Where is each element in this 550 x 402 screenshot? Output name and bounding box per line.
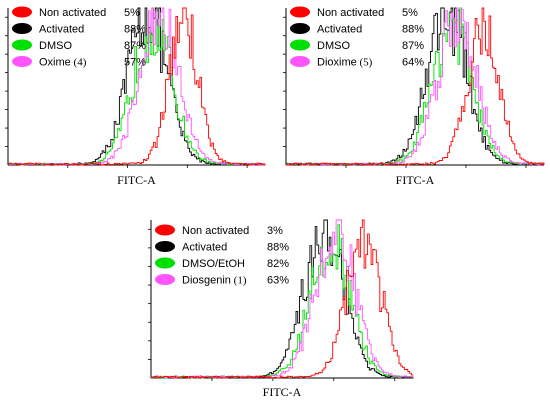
x-axis-label: FITC-A <box>396 173 435 187</box>
legend-label: DMSO <box>317 40 350 52</box>
legend-compound-number: (5) <box>357 57 373 69</box>
legend-percent: 88% <box>267 242 289 254</box>
legend-percent: 82% <box>267 258 289 270</box>
legend-label: DMSO <box>39 40 72 52</box>
legend-label: Diosgenin (1) <box>182 275 247 287</box>
legend-percent: 63% <box>267 275 289 287</box>
legend-percent: 3% <box>267 225 283 237</box>
legend-label: DMSO/EtOH <box>182 258 245 270</box>
legend-percent: 5% <box>402 7 418 19</box>
histogram-trace-dioxime <box>286 7 545 166</box>
legend-label: Activated <box>317 24 362 36</box>
legend-percent: 88% <box>402 24 424 36</box>
legend-percent: 5% <box>124 7 140 19</box>
legend-compound-number: (4) <box>71 57 87 69</box>
legend-percent: 57% <box>124 57 146 69</box>
histogram-panel-3: Non activated 3% Activated 88% DMSO/EtOH 82% D… <box>148 219 414 399</box>
legend-percent: 87% <box>402 40 424 52</box>
legend-label: Oxime (4) <box>39 57 87 69</box>
legend-label: Non activated <box>39 7 106 19</box>
legend-swatch-activated <box>12 23 32 34</box>
x-axis-label: FITC-A <box>117 173 156 187</box>
legend-percent: 64% <box>402 57 424 69</box>
histogram-panel-1: Non activated 5% Activated 88% DMSO 87% Oxime … <box>5 6 266 187</box>
legend-swatch-dioxime <box>290 56 310 67</box>
histogram-trace-non-activated <box>286 7 545 166</box>
legend-swatch-diosgenin <box>155 274 175 285</box>
x-axis-label: FITC-A <box>263 385 302 399</box>
legend-swatch-oxime <box>12 56 32 67</box>
legend-label: Activated <box>39 24 84 36</box>
histogram-panel-2: Non activated 5% Activated 88% DMSO 87% Dioxim… <box>283 6 545 187</box>
legend-percent: 87% <box>124 40 146 52</box>
legend-label: Activated <box>182 242 227 254</box>
legend-swatch-dmso <box>12 39 32 51</box>
legend-swatch-activated <box>290 23 310 34</box>
histogram-trace-non-activated <box>151 219 414 379</box>
legend-label: Non activated <box>182 225 249 237</box>
legend-label: Non activated <box>317 7 384 19</box>
histogram-trace-diosgenin <box>151 219 414 379</box>
legend-swatch-dmso-etoh <box>155 257 175 269</box>
legend-swatch-activated <box>155 241 175 252</box>
histogram-trace-non-activated <box>8 7 266 166</box>
legend-compound-number: (1) <box>231 275 247 287</box>
legend-percent: 88% <box>124 24 146 36</box>
legend-swatch-non-activated <box>290 6 310 18</box>
legend-swatch-non-activated <box>155 224 175 236</box>
legend-swatch-dmso <box>290 39 310 51</box>
legend-label: Dioxime (5) <box>317 57 373 69</box>
legend-swatch-non-activated <box>12 6 32 18</box>
